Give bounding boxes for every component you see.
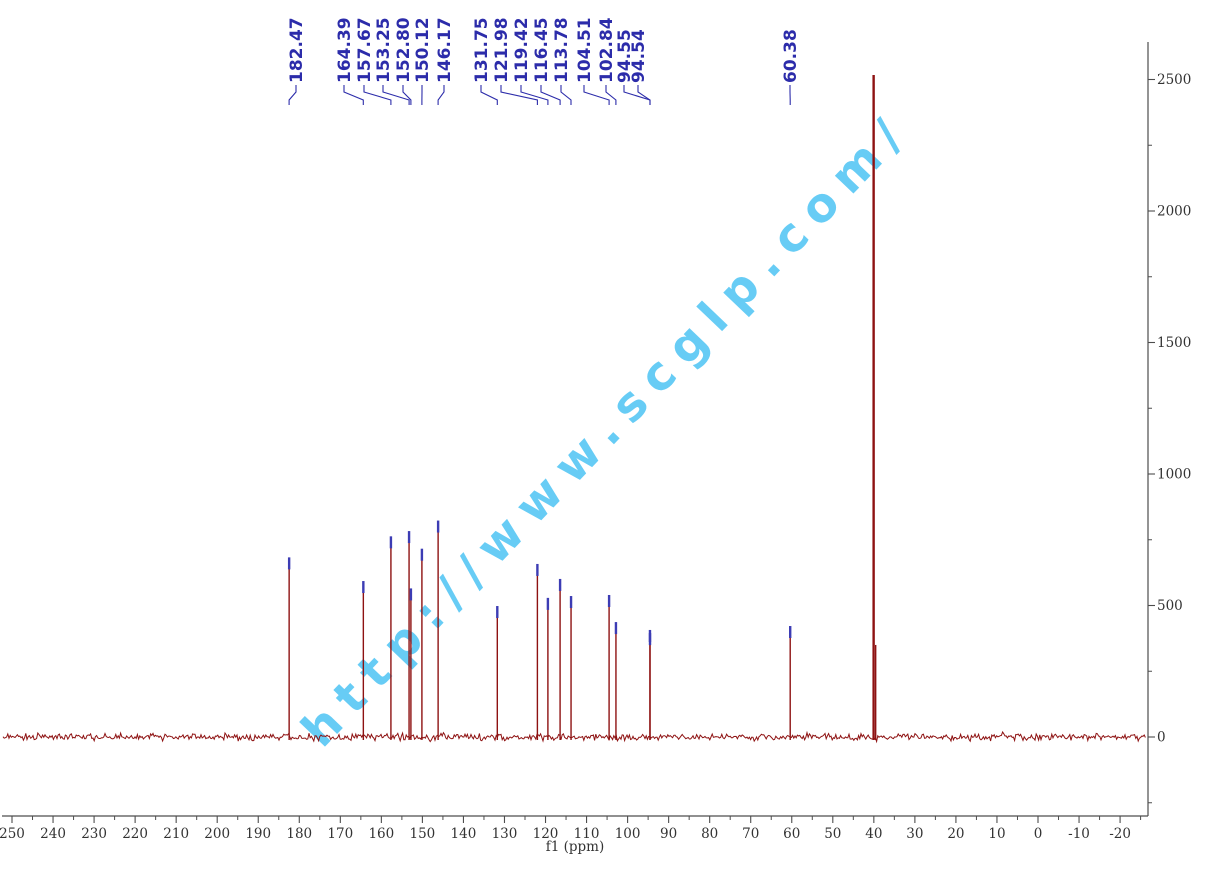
peak-label: 150.12 [413, 17, 433, 83]
y-axis-tick-label: 2500 [1157, 72, 1191, 88]
x-axis-tick-label: 170 [327, 826, 353, 842]
x-axis-tick-label: 250 [0, 826, 25, 842]
x-axis-tick-label: 10 [988, 826, 1005, 842]
peak-label: 94.55 [615, 29, 635, 83]
x-axis-tick-label: 80 [701, 826, 718, 842]
x-axis-tick-label: 130 [492, 826, 518, 842]
peak-leader-line [437, 85, 445, 105]
peak-label: 60.38 [781, 29, 801, 83]
peak-label: 164.39 [335, 17, 355, 83]
peak-leader-line [540, 85, 561, 105]
noise-trace [2, 730, 1146, 744]
peak-label: 153.25 [374, 17, 394, 83]
peak-label: 131.75 [472, 17, 492, 83]
peak-label: 102.84 [597, 17, 617, 83]
y-axis-tick-label: 500 [1157, 598, 1183, 614]
peak-label: 121.98 [492, 17, 512, 83]
peak-leader-line [288, 85, 297, 105]
peak-leader-line [583, 85, 610, 105]
peak-leader-line [500, 85, 538, 105]
y-axis-tick-label: 2000 [1157, 204, 1191, 220]
x-axis-tick-label: -10 [1068, 826, 1090, 842]
x-axis-tick-label: 240 [40, 826, 66, 842]
x-axis-tick-label: 100 [615, 826, 641, 842]
peak-leader-line [382, 85, 410, 105]
x-axis-tick-label: 90 [660, 826, 677, 842]
peak-label: 94.54 [629, 29, 649, 83]
y-axis-tick-label: 0 [1157, 730, 1166, 746]
peak-leader-line [343, 85, 364, 105]
x-axis-tick-label: 160 [368, 826, 394, 842]
peak-label: 113.78 [552, 17, 572, 83]
x-axis-tick-label: 210 [163, 826, 189, 842]
peak-leader-line [605, 85, 617, 105]
peak-label: 104.51 [575, 17, 595, 83]
peak-leader-line [520, 85, 549, 105]
peak-leader-line [363, 85, 392, 105]
x-axis-tick-label: 0 [1034, 826, 1043, 842]
x-axis-tick-label: 180 [286, 826, 312, 842]
x-axis-tick-label: 70 [742, 826, 759, 842]
x-axis-tick-label: 120 [533, 826, 559, 842]
peak-leader-line [623, 85, 651, 105]
peak-label: 182.47 [287, 17, 307, 83]
x-axis-tick-label: 140 [451, 826, 477, 842]
peak-label: 116.45 [532, 17, 552, 83]
peak-label: 146.17 [435, 17, 455, 83]
y-axis-tick-label: 1500 [1157, 335, 1191, 351]
x-axis-tick-label: 230 [81, 826, 107, 842]
x-axis-tick-label: 30 [906, 826, 923, 842]
y-axis-tick-label: 1000 [1157, 467, 1191, 483]
x-axis-tick-label: 190 [245, 826, 271, 842]
x-axis-tick-label: 110 [574, 826, 600, 842]
peak-label: 157.67 [355, 17, 375, 83]
x-axis-tick-label: 60 [783, 826, 800, 842]
x-axis-tick-label: 40 [865, 826, 882, 842]
peak-label: 119.42 [512, 17, 532, 83]
peak-leader-line [402, 85, 412, 105]
x-axis-tick-label: -20 [1109, 826, 1131, 842]
x-axis-title: f1 (ppm) [546, 839, 605, 855]
x-axis-tick-label: 150 [410, 826, 436, 842]
peak-label: 152.80 [394, 17, 414, 83]
peak-leader-line [560, 85, 572, 105]
x-axis-tick-label: 50 [824, 826, 841, 842]
x-axis-tick-label: 20 [947, 826, 964, 842]
watermark-text: http://www.scglp.com/ [291, 101, 922, 758]
x-axis-tick-label: 220 [122, 826, 148, 842]
peak-leader-line [480, 85, 498, 105]
peak-leader-line [637, 85, 651, 105]
x-axis-tick-label: 200 [204, 826, 230, 842]
